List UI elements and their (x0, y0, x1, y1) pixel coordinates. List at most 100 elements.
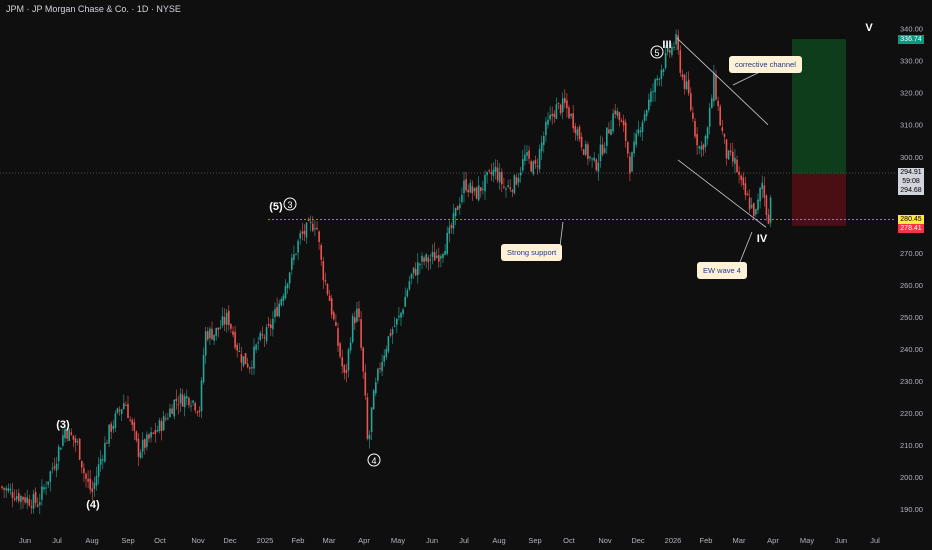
candle-body (511, 190, 514, 192)
candle-body (24, 497, 26, 503)
candle-body (263, 337, 266, 339)
candle-body (593, 157, 595, 161)
candle-body (433, 252, 436, 261)
candle-body (746, 193, 749, 196)
candle-body (177, 404, 180, 406)
candle-body (429, 259, 432, 261)
candle-body (318, 231, 320, 242)
candle-body (55, 463, 58, 471)
candle-body (482, 188, 484, 190)
candle-body (379, 367, 381, 369)
candle-body (704, 135, 707, 147)
candle-body (711, 98, 713, 109)
candle-body (207, 331, 209, 340)
candle-body (213, 334, 215, 341)
candle-body (692, 112, 694, 119)
candle-body (368, 434, 371, 440)
candle-body (127, 403, 129, 419)
candle-body (555, 104, 558, 120)
candle-body (557, 102, 560, 104)
candle-body (167, 418, 169, 420)
candle-body (587, 144, 589, 160)
candle-body (34, 491, 37, 503)
candle-body (223, 317, 226, 325)
candle-body (85, 473, 87, 479)
candle-body (454, 207, 457, 217)
candle-body (57, 446, 60, 462)
candle-body (459, 204, 461, 209)
candle-body (83, 468, 85, 474)
candle-body (364, 372, 367, 396)
x-axis: Jun Jul Aug Sep Oct Nov Dec 2025 Feb Mar Apr May Jun… (19, 536, 880, 545)
candle-body (370, 407, 373, 433)
candle-body (293, 254, 295, 260)
candle-body (425, 254, 427, 262)
y-tick-label: 210.00 (900, 441, 923, 450)
entry-price: 294.68 (900, 187, 922, 194)
candle-body (267, 324, 270, 326)
candle-body (759, 188, 761, 202)
candle-body (246, 363, 249, 368)
candle-body (47, 481, 49, 485)
candle-body (666, 47, 669, 53)
candle-body (561, 98, 564, 113)
candle-body (194, 402, 196, 411)
y-tick-label: 240.00 (900, 345, 923, 354)
candle-body (750, 204, 753, 208)
candle-body (198, 410, 201, 413)
candle-body (492, 169, 495, 176)
x-tick-label: Oct (563, 536, 576, 545)
y-tick-label: 270.00 (900, 249, 923, 258)
candle-body (637, 129, 640, 134)
candle-body (383, 355, 385, 362)
candle-body (261, 334, 264, 336)
candle-body (578, 126, 581, 140)
candle-body (721, 127, 724, 131)
candle-body (524, 154, 526, 161)
candle-body (534, 160, 537, 164)
candles (1, 29, 772, 515)
candle-body (463, 180, 465, 194)
candle-body (102, 459, 104, 461)
wave-label: (5) (269, 201, 283, 213)
y-tick-label: 260.00 (900, 281, 923, 290)
candle-body (545, 121, 547, 136)
candle-body (465, 179, 467, 191)
candle-body (603, 148, 606, 153)
candle-body (406, 290, 409, 297)
candle-body (49, 471, 52, 482)
candle-body (574, 126, 577, 134)
candle-body (687, 79, 690, 94)
y-tick-label: 320.00 (900, 89, 923, 98)
candle-body (448, 227, 451, 234)
candle-body (372, 390, 375, 410)
wave-label: III (662, 39, 671, 51)
candle-body (354, 317, 356, 324)
candle-body (507, 185, 509, 188)
candle-body (286, 283, 289, 289)
candle-body (629, 156, 631, 174)
candle-body (22, 496, 24, 500)
candle-body (723, 133, 726, 137)
candle-body (18, 492, 20, 502)
candle-body (150, 432, 152, 438)
candle-body (307, 219, 310, 221)
candle-body (635, 133, 637, 145)
candle-body (717, 100, 719, 107)
candle-body (43, 487, 45, 490)
candle-body (162, 416, 165, 431)
candle-body (690, 93, 692, 111)
candle-body (278, 303, 280, 317)
candle-body (196, 411, 199, 413)
candle-body (72, 435, 75, 440)
candle-body (396, 318, 398, 325)
candle-body (572, 113, 574, 129)
candle-body (236, 344, 238, 351)
target-price-badge: 336.74 (898, 35, 924, 44)
candle-body (28, 499, 31, 506)
candle-body (219, 327, 222, 329)
candle-body (60, 447, 62, 450)
candle-body (440, 256, 442, 259)
candle-body (141, 439, 144, 452)
